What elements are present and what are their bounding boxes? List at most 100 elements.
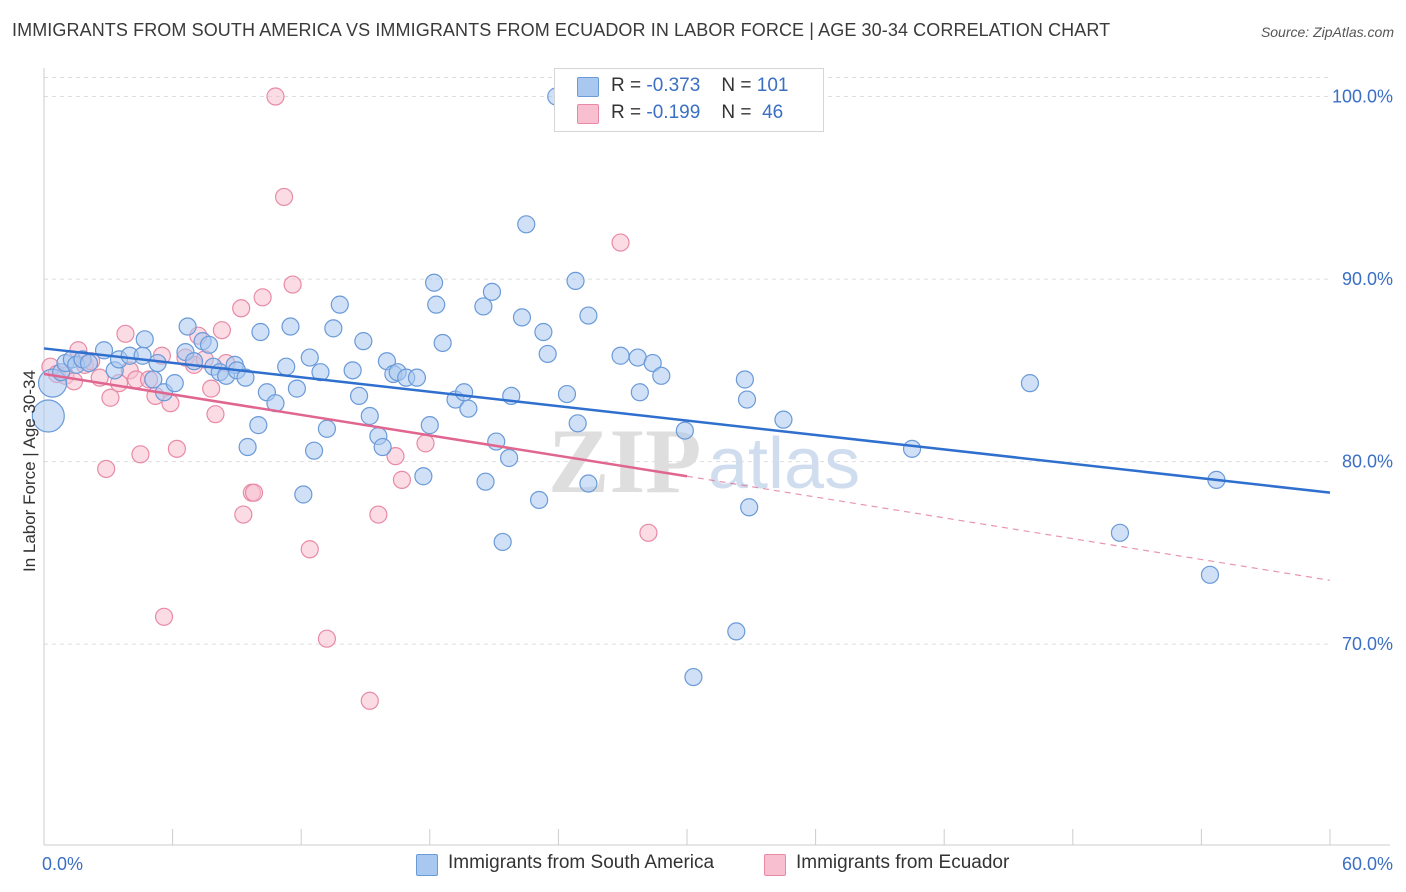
trend-line-ecuador — [43, 372, 688, 478]
point-south-america — [433, 333, 452, 353]
point-ecuador — [212, 321, 231, 340]
point-south-america — [568, 414, 587, 433]
point-ecuador — [253, 288, 272, 307]
legend-r-label: R = — [611, 102, 642, 123]
point-south-america — [300, 348, 319, 367]
point-south-america — [482, 282, 502, 301]
point-south-america — [530, 490, 549, 510]
point-ecuador — [317, 629, 337, 648]
point-south-america — [493, 532, 512, 552]
point-south-america — [500, 448, 519, 468]
y-axis-title-wrap: In Labor Force | Age 30-34 — [18, 340, 42, 600]
point-south-america — [454, 383, 474, 402]
point-south-america — [281, 317, 300, 336]
point-ecuador — [116, 324, 135, 343]
legend-r-value: -0.199 — [646, 102, 701, 123]
point-south-america — [579, 306, 598, 325]
point-south-america — [474, 297, 493, 316]
point-south-america — [740, 498, 759, 517]
data-points — [31, 87, 1226, 710]
point-ecuador — [639, 523, 658, 542]
point-south-america — [630, 383, 649, 402]
legend-n-value: 46 — [762, 102, 784, 123]
chart-source: Source: ZipAtlas.com — [1260, 24, 1394, 40]
point-south-america — [287, 379, 307, 398]
point-south-america — [135, 330, 154, 349]
point-south-america — [407, 368, 427, 387]
y-tick-label: 80.0% — [1342, 452, 1393, 472]
point-south-america — [349, 386, 369, 406]
legend-n-label: N = — [721, 102, 752, 123]
point-ecuador — [360, 691, 379, 710]
legend-text-ecuador: R = -0.199 N = 46 — [611, 102, 783, 124]
y-tick-label: 90.0% — [1342, 269, 1393, 289]
point-south-america — [727, 622, 746, 641]
point-ecuador — [206, 405, 225, 424]
point-south-america — [317, 419, 337, 438]
legend-swatch-blue — [577, 77, 599, 97]
point-south-america — [652, 366, 671, 385]
point-south-america — [360, 406, 379, 426]
legend-n-label: N = — [721, 75, 752, 96]
point-ecuador — [611, 233, 630, 252]
chart-title: IMMIGRANTS FROM SOUTH AMERICA VS IMMIGRA… — [12, 20, 1111, 40]
point-south-america — [251, 322, 270, 342]
point-south-america — [459, 399, 478, 418]
point-south-america — [735, 370, 754, 389]
point-south-america — [512, 308, 532, 327]
point-south-america — [675, 421, 694, 440]
point-south-america — [31, 399, 65, 433]
axes — [43, 68, 1390, 846]
point-south-america — [414, 467, 433, 486]
point-south-america — [178, 317, 197, 336]
point-south-america — [330, 295, 349, 314]
bottom-legend-swatch-pink — [764, 854, 786, 876]
y-tick-label: 70.0% — [1342, 634, 1393, 654]
point-south-america — [79, 353, 99, 373]
point-south-america — [579, 474, 598, 493]
legend-r-label: R = — [611, 75, 642, 96]
point-south-america — [294, 485, 313, 504]
point-ecuador — [369, 505, 388, 524]
point-south-america — [324, 319, 343, 338]
point-ecuador — [266, 87, 285, 106]
y-tick-label: 100.0% — [1332, 87, 1393, 107]
point-south-america — [902, 439, 922, 458]
x-tick-label-max: 60.0% — [1342, 854, 1393, 874]
bottom-legend-label-ecuador: Immigrants from Ecuador — [796, 852, 1010, 873]
point-south-america — [517, 215, 536, 234]
point-ecuador — [283, 275, 302, 294]
point-south-america — [199, 335, 219, 354]
trend-line-ecuador-extension — [686, 475, 1331, 581]
point-south-america — [476, 472, 495, 491]
point-south-america — [343, 361, 362, 380]
point-south-america — [238, 437, 257, 457]
point-south-america — [420, 416, 439, 435]
point-south-america — [538, 344, 557, 364]
point-south-america — [304, 441, 324, 460]
point-ecuador — [274, 187, 294, 207]
point-south-america — [684, 667, 703, 687]
y-axis-title: In Labor Force | Age 30-34 — [20, 370, 39, 572]
watermark-atlas: atlas — [708, 424, 860, 504]
point-south-america — [1200, 565, 1220, 584]
y-tick-labels: 70.0% 80.0% 90.0% 100.0% — [1332, 87, 1393, 655]
point-south-america — [1020, 374, 1040, 393]
point-south-america — [354, 332, 373, 351]
point-ecuador — [167, 439, 186, 458]
point-south-america — [165, 374, 184, 393]
point-ecuador — [154, 607, 174, 626]
point-south-america — [643, 353, 662, 373]
point-south-america — [277, 357, 296, 376]
point-south-america — [774, 410, 793, 429]
correlation-legend: R = -0.373 N = 101 R = -0.199 N = 46 — [554, 68, 824, 132]
trend-lines — [43, 347, 1331, 581]
point-ecuador — [392, 470, 412, 489]
point-ecuador — [232, 299, 251, 318]
point-south-america — [373, 437, 392, 457]
point-south-america — [1110, 523, 1130, 542]
point-south-america — [236, 368, 255, 387]
point-ecuador — [202, 379, 221, 398]
point-south-america — [424, 273, 444, 292]
